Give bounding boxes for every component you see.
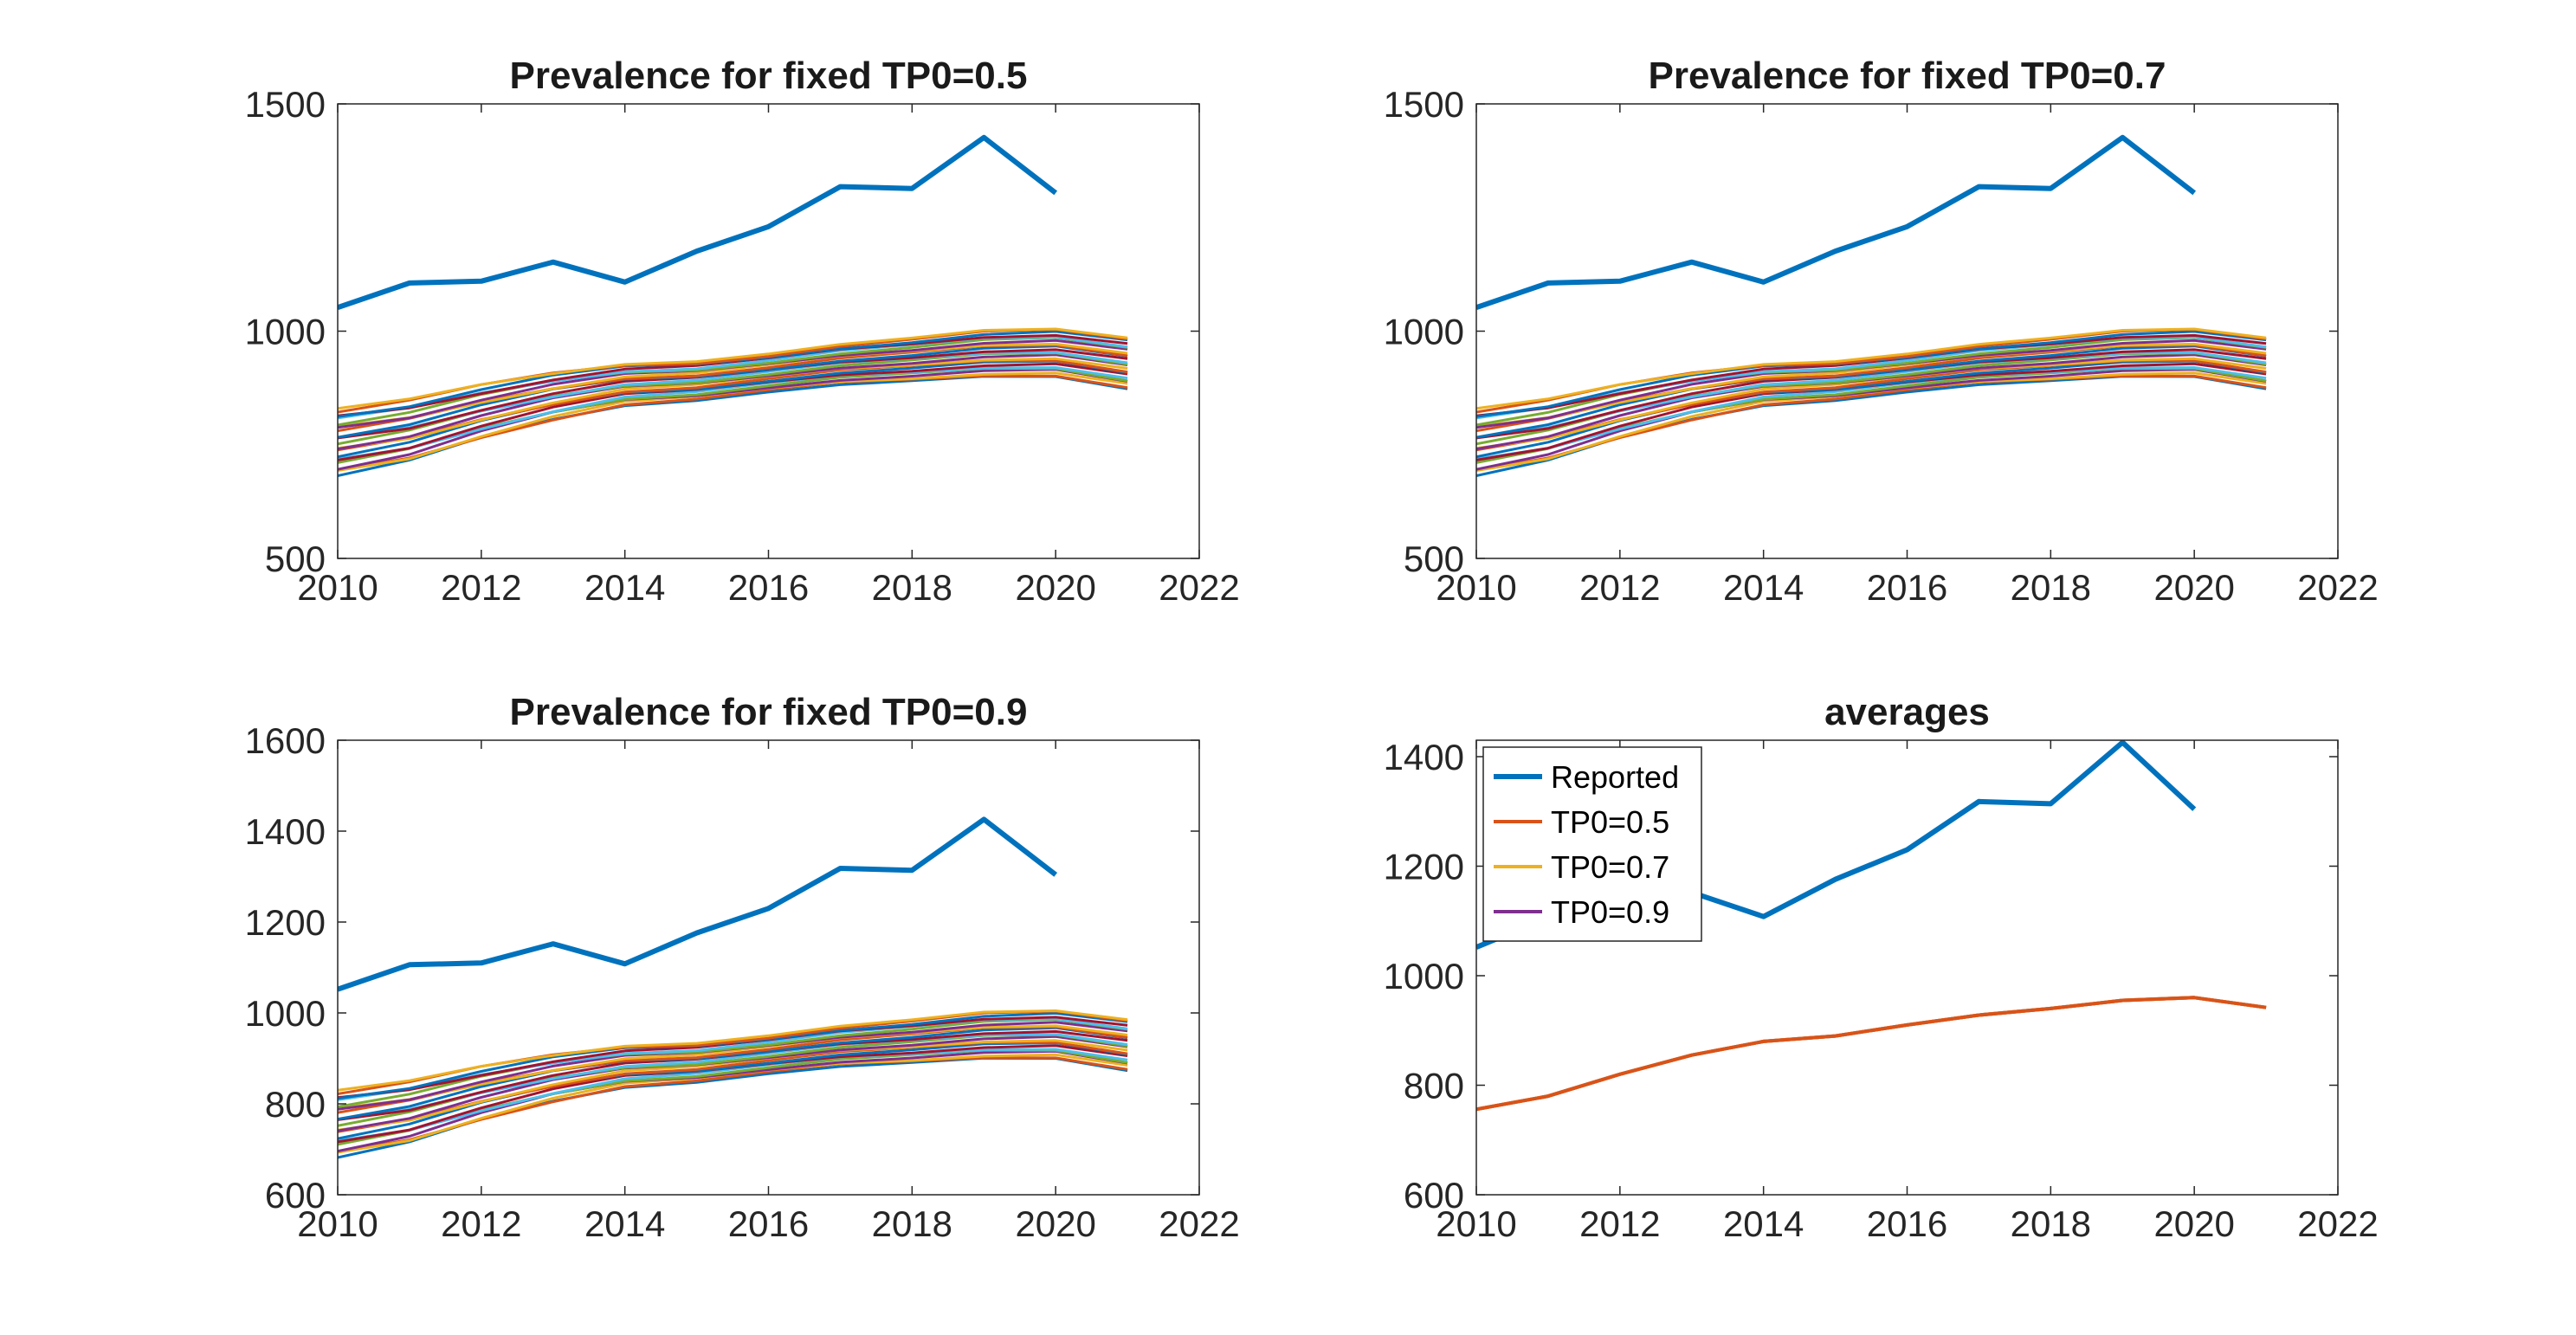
y-tick-label: 1500	[245, 84, 326, 125]
subplot-2: 2010 2012 2014 2016 2018 2020 202250010001500P…	[1384, 55, 2379, 608]
y-tick-label: 500	[1404, 539, 1464, 579]
y-tick-label: 800	[1404, 1065, 1464, 1106]
x-tick-label: 2020	[2153, 1203, 2234, 1244]
y-tick-label: 1000	[245, 312, 326, 352]
y-tick-label: 1200	[1384, 846, 1464, 887]
x-tick-label: 2014	[1723, 1203, 1804, 1244]
plot-area	[338, 740, 1199, 1195]
subplot-1: 2010 2012 2014 2016 2018 2020 202250010001500P…	[245, 55, 1240, 608]
x-tick-label: 2022	[2297, 567, 2378, 608]
x-tick-label: 2020	[2153, 567, 2234, 608]
x-tick-label: 2016	[728, 1203, 809, 1244]
y-tick-label: 1400	[245, 811, 326, 852]
legend-entry: Reported	[1551, 759, 1679, 795]
subplot-title: Prevalence for fixed TP0=0.9	[510, 691, 1028, 733]
x-tick-label: 2018	[2011, 1203, 2091, 1244]
y-tick-label: 600	[265, 1175, 326, 1216]
y-tick-label: 1000	[1384, 312, 1464, 352]
y-tick-label: 800	[265, 1084, 326, 1125]
x-tick-label: 2012	[1579, 1203, 1660, 1244]
legend-entry: TP0=0.9	[1551, 894, 1669, 930]
x-tick-label: 2012	[441, 567, 521, 608]
y-tick-label: 1400	[1384, 737, 1464, 777]
y-tick-label: 1200	[245, 902, 326, 943]
y-tick-label: 600	[1404, 1175, 1464, 1216]
x-tick-label: 2016	[1867, 567, 1947, 608]
x-tick-label: 2018	[872, 567, 952, 608]
x-tick-label: 2022	[1159, 567, 1239, 608]
x-tick-label: 2014	[1723, 567, 1804, 608]
x-tick-label: 2020	[1015, 1203, 1095, 1244]
x-tick-label: 2016	[728, 567, 809, 608]
subplot-3: 2010 2012 2014 2016 2018 2020 2022600800100012…	[245, 691, 1240, 1244]
subplot-title: Prevalence for fixed TP0=0.5	[510, 55, 1028, 97]
y-tick-label: 500	[265, 539, 326, 579]
x-tick-label: 2018	[2011, 567, 2091, 608]
y-tick-label: 1000	[1384, 956, 1464, 996]
x-tick-label: 2012	[441, 1203, 521, 1244]
legend-entry: TP0=0.7	[1551, 849, 1669, 885]
x-tick-label: 2012	[1579, 567, 1660, 608]
legend-entry: TP0=0.5	[1551, 804, 1669, 840]
y-tick-label: 1500	[1384, 84, 1464, 125]
subplot-title: averages	[1824, 691, 1990, 733]
x-tick-label: 2014	[584, 1203, 665, 1244]
x-tick-label: 2016	[1867, 1203, 1947, 1244]
x-tick-label: 2022	[2297, 1203, 2378, 1244]
x-tick-label: 2018	[872, 1203, 952, 1244]
x-tick-label: 2014	[584, 567, 665, 608]
x-tick-label: 2022	[1159, 1203, 1239, 1244]
subplot-4: 2010 2012 2014 2016 2018 2020 2022600800100012…	[1384, 691, 2379, 1244]
x-tick-label: 2020	[1015, 567, 1095, 608]
subplot-title: Prevalence for fixed TP0=0.7	[1649, 55, 2166, 97]
y-tick-label: 1000	[245, 993, 326, 1034]
legend: Reported TP0=0.5 TP0=0.7 TP0=0.9	[1483, 747, 1701, 941]
y-tick-label: 1600	[245, 720, 326, 761]
